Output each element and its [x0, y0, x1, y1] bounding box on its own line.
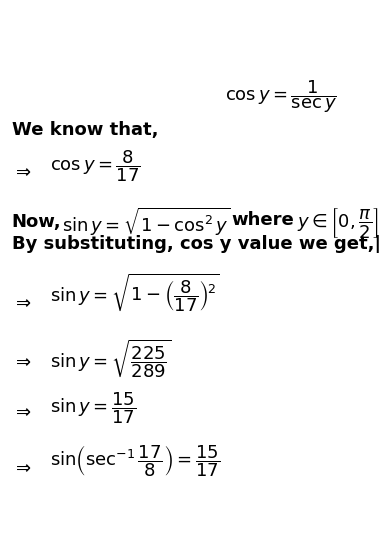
Text: $\Rightarrow$: $\Rightarrow$: [12, 458, 31, 476]
Text: $\Rightarrow$: $\Rightarrow$: [12, 352, 31, 370]
Text: $\sin y = \dfrac{15}{17}$: $\sin y = \dfrac{15}{17}$: [50, 390, 137, 426]
Text: where: where: [231, 211, 294, 229]
Text: $\cos y = \dfrac{8}{17}$: $\cos y = \dfrac{8}{17}$: [50, 148, 141, 183]
Text: $\Rightarrow$: $\Rightarrow$: [12, 293, 31, 311]
Text: $\sin y = \sqrt{\dfrac{225}{289}}$: $\sin y = \sqrt{\dfrac{225}{289}}$: [50, 337, 172, 380]
Text: $\Rightarrow$: $\Rightarrow$: [12, 402, 31, 420]
Text: Now,: Now,: [12, 213, 61, 230]
Text: $\sin y = \sqrt{1-\cos^2 y}$: $\sin y = \sqrt{1-\cos^2 y}$: [62, 206, 230, 238]
Text: $\sin\!\left(\sec^{-1}\dfrac{17}{8}\right) = \dfrac{15}{17}$: $\sin\!\left(\sec^{-1}\dfrac{17}{8}\righ…: [50, 444, 220, 479]
Text: By substituting, cos y value we get,|: By substituting, cos y value we get,|: [12, 235, 381, 253]
Text: $\cos y = \dfrac{1}{\sec y}$: $\cos y = \dfrac{1}{\sec y}$: [225, 78, 337, 115]
Text: $\Rightarrow$: $\Rightarrow$: [12, 162, 31, 180]
Text: We know that,: We know that,: [12, 121, 158, 139]
Text: $y \in \left[0, \dfrac{\pi}{2}\right]$: $y \in \left[0, \dfrac{\pi}{2}\right]$: [297, 206, 378, 239]
Text: $\sin y = \sqrt{1-\left(\dfrac{8}{17}\right)^{\!2}}$: $\sin y = \sqrt{1-\left(\dfrac{8}{17}\ri…: [50, 272, 220, 314]
